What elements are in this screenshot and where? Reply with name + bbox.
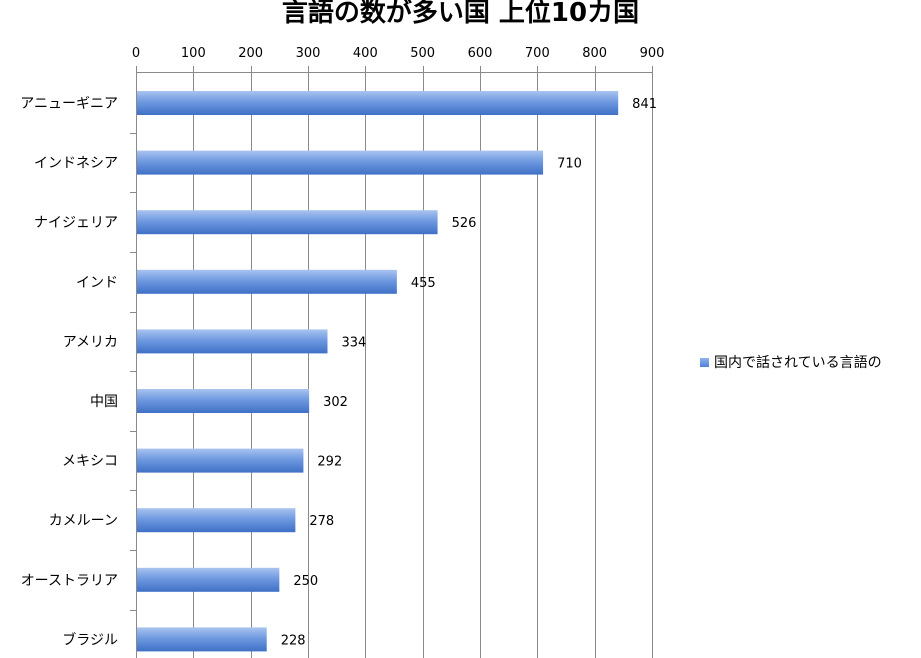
category-label: ブラジル xyxy=(62,631,118,648)
bar xyxy=(137,389,310,413)
bar xyxy=(137,150,544,175)
category-label: オーストラリア xyxy=(21,573,118,589)
x-tick-label: 200 xyxy=(238,46,263,61)
bar xyxy=(137,210,438,235)
bars xyxy=(137,91,619,652)
bar xyxy=(137,448,304,473)
labels: 0 100 200 300 400 500 600 700 800 900 アニューギニア 841 イン… xyxy=(20,46,664,648)
data-label: 710 xyxy=(557,157,582,172)
data-label: 292 xyxy=(317,455,342,470)
category-label: メキシコ xyxy=(62,454,118,470)
data-label: 278 xyxy=(309,514,334,529)
x-tick-label: 800 xyxy=(582,46,607,61)
x-tick-label: 900 xyxy=(640,46,665,61)
x-tick-label: 0 xyxy=(132,46,140,61)
category-label: アニューギニア xyxy=(20,96,118,112)
bar xyxy=(137,91,619,115)
axes xyxy=(130,66,653,658)
legend-swatch xyxy=(700,357,709,367)
category-label: アメリカ xyxy=(63,334,118,350)
data-label: 302 xyxy=(323,395,348,410)
category-label: 中国 xyxy=(90,394,118,410)
data-label: 841 xyxy=(632,97,657,112)
data-label: 228 xyxy=(281,633,306,648)
data-label: 526 xyxy=(452,216,477,231)
x-tick-label: 300 xyxy=(296,46,321,61)
bar xyxy=(137,567,280,592)
bar xyxy=(137,269,397,294)
legend-label: 国内で話されている言語の xyxy=(714,355,882,371)
bar xyxy=(137,329,328,354)
x-tick-label: 400 xyxy=(353,46,378,61)
category-label: カメルーン xyxy=(49,513,118,529)
data-label: 455 xyxy=(411,276,436,291)
legend: 国内で話されている言語の xyxy=(700,352,882,372)
data-label: 250 xyxy=(293,574,318,589)
category-label: インド xyxy=(76,275,118,291)
bar xyxy=(137,627,267,652)
x-tick-label: 500 xyxy=(410,46,435,61)
chart-title: 言語の数が多い国 上位10カ国 xyxy=(281,0,640,28)
data-label: 334 xyxy=(341,335,366,350)
category-label: インドネシア xyxy=(34,156,118,172)
category-label: ナイジェリア xyxy=(34,215,118,231)
x-tick-label: 600 xyxy=(468,46,493,61)
bar xyxy=(137,508,296,533)
x-tick-label: 700 xyxy=(525,46,550,61)
x-tick-label: 100 xyxy=(181,46,206,61)
